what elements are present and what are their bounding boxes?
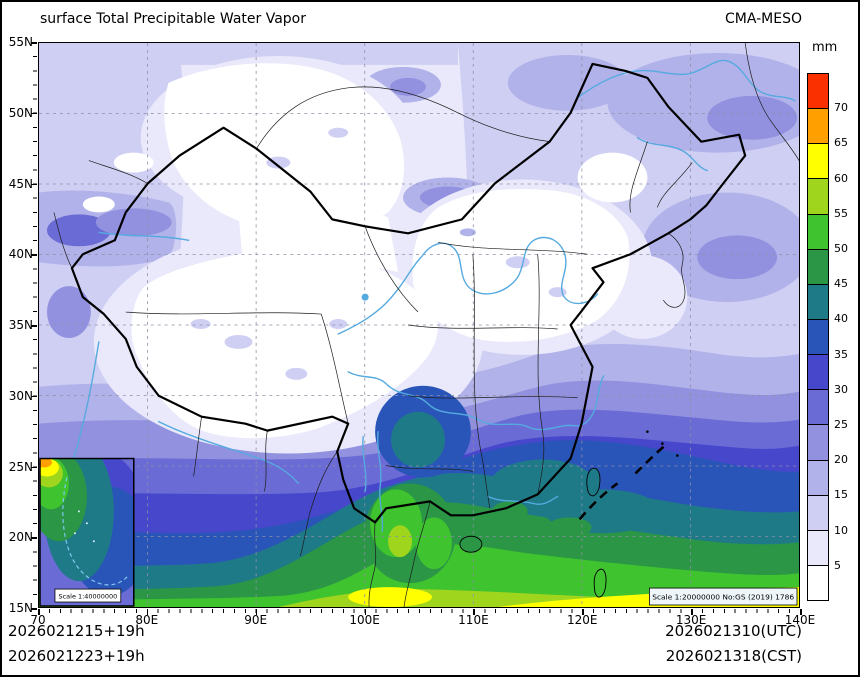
- lon-major-tick: [146, 609, 149, 615]
- footer-init-utc: 2026021215+19h: [8, 622, 145, 640]
- lat-major-tick: [31, 42, 37, 44]
- lat-major-tick: [31, 325, 37, 327]
- colorbar-tick-label: 50: [834, 242, 848, 255]
- footer-valid-cst: 2026021318(CST): [665, 647, 802, 665]
- colorbar-cell: [808, 318, 828, 355]
- china-border: [70, 62, 747, 524]
- lat-axis-label: 30N: [8, 388, 33, 403]
- lon-axis-label: 70: [30, 613, 46, 627]
- colorbar-tick-label: 60: [834, 171, 848, 185]
- inset-scale-label: Scale 1:40000000: [59, 593, 118, 601]
- colorbar-tick-label: 10: [834, 523, 848, 537]
- lon-axis-label: 80E: [135, 613, 159, 627]
- colorbar-cell: [808, 529, 828, 565]
- lat-axis-label: 20N: [8, 530, 33, 545]
- colorbar-cell: [808, 459, 828, 495]
- colorbar-tick-label: 70: [834, 101, 848, 115]
- minor-ticks-bottom: [38, 609, 801, 613]
- lat-axis-label: 25N: [8, 459, 33, 474]
- colorbar-cell: [808, 389, 828, 425]
- colorbar: [807, 73, 829, 601]
- lat-axis-label: 45N: [8, 176, 33, 191]
- lon-major-tick: [364, 609, 367, 615]
- colorbar-tick-label: 25: [834, 418, 848, 431]
- thin-borders: [53, 43, 799, 607]
- lon-axis-label: 90E: [244, 613, 268, 627]
- map-plot-area: Scale 1:40000000 Scale 1:20000000 No:GS …: [38, 42, 800, 608]
- lon-major-tick: [38, 609, 40, 615]
- islands: [459, 430, 679, 598]
- lon-major-tick: [255, 609, 258, 615]
- map-svg: Scale 1:40000000 Scale 1:20000000 No:GS …: [39, 43, 799, 607]
- colorbar-tick-label: 55: [834, 206, 848, 220]
- colorbar-cell: [808, 178, 828, 214]
- lat-major-tick: [31, 112, 37, 115]
- model-name: CMA-MESO: [724, 11, 802, 27]
- colorbar-cell: [808, 283, 828, 319]
- colorbar-tick-label: 35: [834, 347, 848, 361]
- colorbar-cell: [808, 248, 828, 284]
- lat-major-tick: [31, 254, 37, 256]
- tpw-field: [39, 43, 799, 607]
- colorbar-tick-label: 15: [834, 488, 848, 502]
- colorbar-tick-label: 65: [834, 136, 848, 150]
- lat-major-tick: [31, 608, 37, 610]
- colorbar-cell: [808, 494, 828, 530]
- lon-axis-label: 100E: [349, 613, 380, 627]
- lon-axis-label: 140E: [784, 613, 816, 627]
- lat-axis-label: 35N: [8, 318, 33, 332]
- colorbar-tick-label: 20: [834, 453, 848, 467]
- colorbar-cell: [808, 108, 828, 144]
- colorbar-tick-label: 45: [834, 277, 848, 291]
- lat-major-tick: [31, 395, 37, 398]
- map-scale-note: Scale 1:20000000 No:GS (2019) 1786: [652, 593, 794, 602]
- colorbar-cell: [808, 143, 828, 179]
- lat-axis-label: 15N: [8, 601, 33, 615]
- lon-axis-label: 110E: [458, 613, 489, 627]
- colorbar-cell: [808, 564, 828, 601]
- lat-axis-label: 40N: [8, 247, 33, 262]
- inset-map: Scale 1:40000000: [39, 457, 135, 607]
- colorbar-tick-label: 40: [834, 312, 848, 326]
- colorbar-cell: [808, 74, 828, 109]
- lon-major-tick: [582, 609, 584, 615]
- lon-major-tick: [473, 609, 475, 615]
- lat-axis-label: 55N: [8, 35, 33, 49]
- dashed-sea-boundary: [578, 442, 669, 521]
- map-scale-badge: Scale 1:20000000 No:GS (2019) 1786: [648, 587, 798, 606]
- colorbar-tick-label: 30: [834, 382, 848, 396]
- colorbar-tick-label: 5: [834, 558, 841, 572]
- lon-major-tick: [800, 609, 802, 615]
- graticule: [39, 43, 799, 607]
- lon-axis-label: 130E: [675, 613, 707, 627]
- colorbar-unit: mm: [812, 40, 838, 55]
- page-title: surface Total Precipitable Water Vapor: [40, 11, 306, 27]
- footer-init-cst: 2026021223+19h: [8, 647, 145, 665]
- colorbar-cell: [808, 354, 828, 390]
- lon-major-tick: [691, 609, 693, 615]
- colorbar-cell: [808, 213, 828, 249]
- footer-valid-utc: 2026021310(UTC): [665, 622, 802, 640]
- lat-major-tick: [31, 537, 37, 539]
- lat-major-tick: [31, 466, 37, 468]
- lat-axis-label: 50N: [8, 105, 33, 120]
- colorbar-cell: [808, 424, 828, 460]
- lat-major-tick: [31, 183, 37, 185]
- lon-axis-label: 120E: [567, 613, 598, 627]
